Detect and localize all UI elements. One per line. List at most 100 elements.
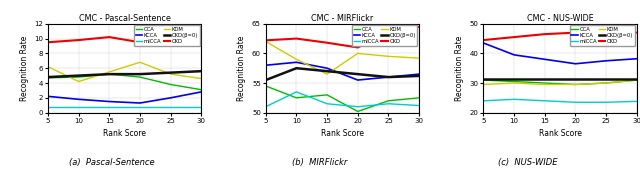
KCCA xyxy=(541,58,548,60)
Line: KDM: KDM xyxy=(48,62,202,81)
CKD(β=0) xyxy=(354,73,362,75)
CKD xyxy=(198,45,205,47)
KCCA xyxy=(323,67,331,69)
CCA xyxy=(354,110,362,112)
Legend: CCA, KCCA, mlCCA, KDM, CKD(β=0), CKD: CCA, KCCA, mlCCA, KDM, CKD(β=0), CKD xyxy=(134,25,200,46)
Title: CMC - NUS-WIDE: CMC - NUS-WIDE xyxy=(527,14,593,23)
CKD xyxy=(292,37,300,40)
CKD xyxy=(75,39,83,41)
Line: CKD: CKD xyxy=(48,37,202,46)
Text: (a)  Pascal-Sentence: (a) Pascal-Sentence xyxy=(69,158,155,167)
CKD xyxy=(262,39,269,41)
KDM xyxy=(354,52,362,54)
CKD(β=0) xyxy=(415,75,423,77)
KDM xyxy=(167,73,175,75)
CKD(β=0) xyxy=(167,72,175,74)
CCA xyxy=(167,83,175,86)
X-axis label: Rank Score: Rank Score xyxy=(103,129,146,138)
mlCCA xyxy=(75,106,83,108)
mlCCA xyxy=(136,106,144,108)
KCCA xyxy=(572,63,579,65)
Text: (c)  NUS-WIDE: (c) NUS-WIDE xyxy=(499,158,557,167)
CKD xyxy=(354,46,362,49)
KDM xyxy=(385,55,392,57)
CCA xyxy=(106,73,113,75)
mlCCA xyxy=(602,101,610,103)
KCCA xyxy=(136,102,144,104)
CKD xyxy=(510,36,518,38)
KCCA xyxy=(167,97,175,99)
CCA xyxy=(323,94,331,96)
KCCA xyxy=(44,95,52,97)
mlCCA xyxy=(415,105,423,107)
CKD xyxy=(44,41,52,43)
KCCA xyxy=(510,54,518,56)
CCA xyxy=(510,80,518,83)
KCCA xyxy=(385,76,392,78)
mlCCA xyxy=(167,106,175,108)
CCA xyxy=(292,97,300,99)
CCA xyxy=(136,76,144,78)
mlCCA xyxy=(262,106,269,108)
mlCCA xyxy=(198,106,205,108)
Line: CCA: CCA xyxy=(266,86,419,111)
CKD xyxy=(572,32,579,34)
KDM xyxy=(415,57,423,59)
Text: (b)  MIRFlickr: (b) MIRFlickr xyxy=(292,158,348,167)
KDM xyxy=(106,71,113,73)
mlCCA xyxy=(541,100,548,102)
CCA xyxy=(385,100,392,102)
X-axis label: Rank Score: Rank Score xyxy=(321,129,364,138)
CCA xyxy=(415,97,423,99)
KCCA xyxy=(602,60,610,62)
CKD(β=0) xyxy=(262,79,269,81)
Line: CKD(β=0): CKD(β=0) xyxy=(48,71,202,77)
CCA xyxy=(479,79,487,81)
CKD(β=0) xyxy=(136,73,144,75)
KDM xyxy=(479,83,487,86)
CKD xyxy=(633,32,640,34)
CKD(β=0) xyxy=(633,77,640,80)
CKD xyxy=(385,32,392,34)
CCA xyxy=(633,79,640,81)
mlCCA xyxy=(44,106,52,108)
KCCA xyxy=(479,42,487,44)
CCA xyxy=(572,83,579,86)
Legend: CCA, KCCA, mlCCA, KDM, CKD(β=0), CKD: CCA, KCCA, mlCCA, KDM, CKD(β=0), CKD xyxy=(352,25,417,46)
CKD xyxy=(136,41,144,43)
KDM xyxy=(541,83,548,86)
mlCCA xyxy=(385,103,392,105)
CKD(β=0) xyxy=(541,77,548,80)
CKD(β=0) xyxy=(572,77,579,80)
CCA xyxy=(44,77,52,79)
X-axis label: Rank Score: Rank Score xyxy=(539,129,582,138)
mlCCA xyxy=(106,106,113,108)
KCCA xyxy=(75,98,83,100)
CCA xyxy=(602,82,610,84)
Line: CKD(β=0): CKD(β=0) xyxy=(266,68,419,80)
CKD(β=0) xyxy=(198,70,205,72)
Line: CKD: CKD xyxy=(483,31,637,40)
CCA xyxy=(198,89,205,91)
CKD xyxy=(323,42,331,44)
KCCA xyxy=(633,58,640,60)
Line: CCA: CCA xyxy=(483,80,637,84)
CKD(β=0) xyxy=(479,77,487,80)
mlCCA xyxy=(292,91,300,93)
CKD(β=0) xyxy=(75,75,83,77)
mlCCA xyxy=(633,100,640,102)
mlCCA xyxy=(572,101,579,103)
Line: mlCCA: mlCCA xyxy=(266,92,419,107)
Legend: CCA, KCCA, mlCCA, KDM, CKD(β=0), CKD: CCA, KCCA, mlCCA, KDM, CKD(β=0), CKD xyxy=(570,25,636,46)
CKD xyxy=(602,30,610,32)
Line: KDM: KDM xyxy=(266,42,419,74)
mlCCA xyxy=(479,100,487,102)
KCCA xyxy=(415,73,423,75)
CKD xyxy=(415,26,423,28)
KCCA xyxy=(292,61,300,63)
Y-axis label: Recognition Rate: Recognition Rate xyxy=(237,36,246,101)
Line: KDM: KDM xyxy=(483,80,637,84)
KCCA xyxy=(198,91,205,93)
mlCCA xyxy=(510,98,518,100)
CKD xyxy=(106,36,113,38)
